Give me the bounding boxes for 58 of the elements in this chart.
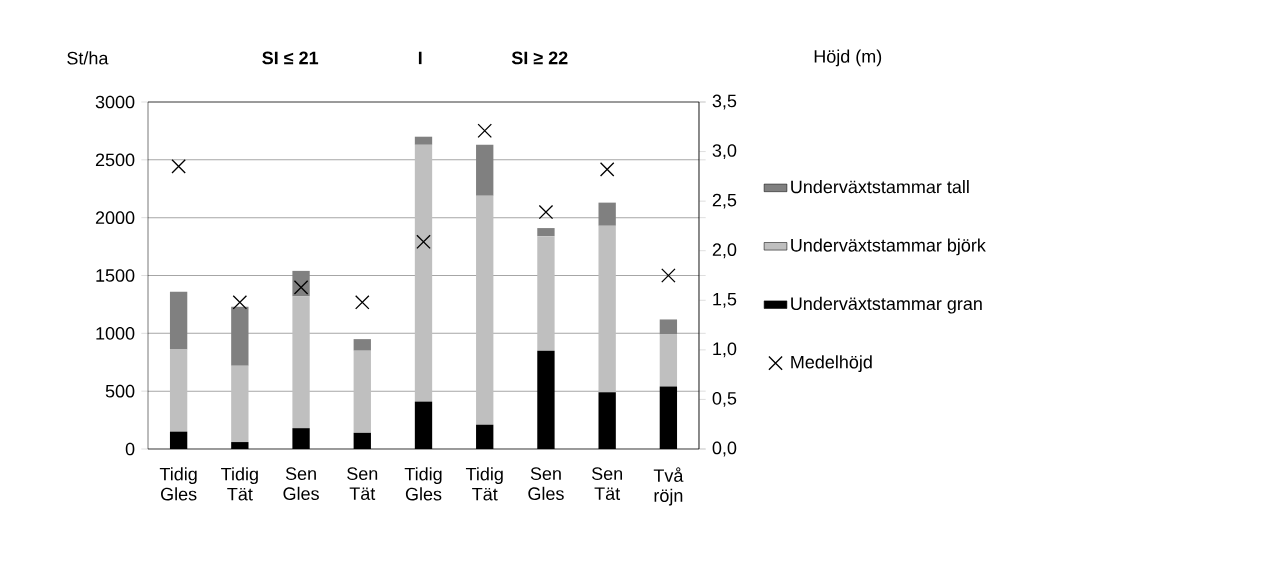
bar <box>537 236 555 351</box>
y-tick-label: 2500 <box>95 153 135 167</box>
y-tick-label: 1000 <box>96 326 135 340</box>
point <box>416 234 431 250</box>
point <box>171 159 186 174</box>
legend-label: Medelhöjd <box>791 355 872 373</box>
y-tick-label: 0 <box>125 442 135 456</box>
y2-tick-label: 3,5 <box>712 94 737 110</box>
point <box>599 162 615 177</box>
legend-label: Underväxtstammar björk <box>791 238 986 256</box>
bar <box>598 202 616 226</box>
bar <box>414 144 433 402</box>
y2-tick-label: 2,5 <box>712 193 737 209</box>
y-tick-label: 3000 <box>95 95 135 109</box>
bar <box>414 136 433 145</box>
x-tick-label: Tidig Tät <box>221 467 258 501</box>
y-axis-title: St/ha <box>67 51 109 65</box>
x-tick-label: Sen Gles <box>283 467 319 500</box>
x-tick-label: Sen Tät <box>591 467 623 500</box>
y2-tick-label: 0,0 <box>712 441 737 457</box>
y2-tick-label: 1,0 <box>713 342 737 358</box>
bar <box>169 291 188 350</box>
text: SI ≤ 21 <box>262 51 319 65</box>
x-tick-label: Sen Gles <box>528 467 564 500</box>
x-tick-label: Tidig Tät <box>465 467 503 501</box>
y2-axis-title: Höjd (m) <box>814 49 882 67</box>
y-tick-label: 2000 <box>95 211 135 225</box>
bar <box>537 228 555 237</box>
legend-label: Underväxtstammar tall <box>791 180 969 194</box>
bar <box>598 225 616 393</box>
x-tick-label: Tidig Gles <box>404 467 442 501</box>
legend-label: Underväxtstammar gran <box>791 296 982 314</box>
point <box>661 268 676 283</box>
y2-tick-label: 0,5 <box>712 391 737 407</box>
bar <box>353 350 371 433</box>
point <box>538 204 554 220</box>
y2-tick-label: 1,5 <box>713 292 737 308</box>
x-tick-label: Sen Tät <box>347 467 378 500</box>
bar <box>476 195 494 425</box>
y-tick-label: 500 <box>105 384 135 398</box>
text: SI ≥ 22 <box>511 51 568 65</box>
point <box>355 295 370 310</box>
bar <box>659 319 678 335</box>
bar <box>353 339 371 351</box>
text: I <box>418 51 422 65</box>
bar <box>292 296 310 429</box>
bar <box>476 144 494 196</box>
x-tick-label: Två röjn <box>653 467 684 506</box>
bar <box>169 349 188 432</box>
y-tick-label: 1500 <box>96 269 135 282</box>
y2-tick-label: 2,0 <box>712 243 737 259</box>
bar <box>231 306 249 366</box>
y2-tick-label: 3,0 <box>712 144 737 160</box>
bar <box>659 334 678 387</box>
x-tick-label: Tidig Gles <box>159 467 197 501</box>
point <box>232 295 248 310</box>
bar <box>231 365 249 443</box>
point <box>477 123 492 139</box>
